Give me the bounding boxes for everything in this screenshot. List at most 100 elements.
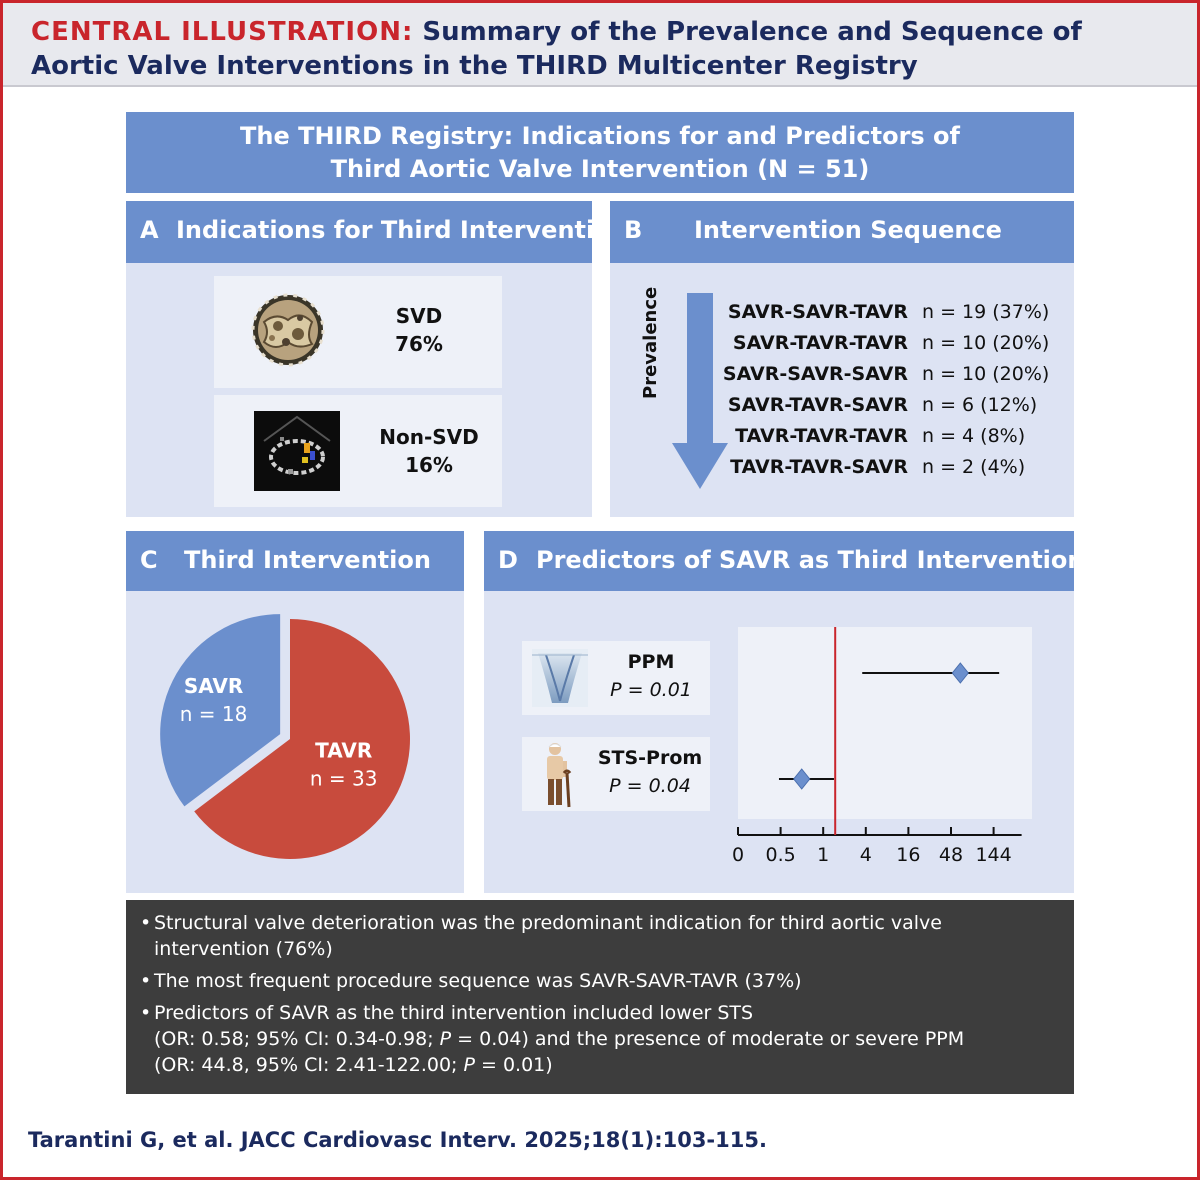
sequence-count: n = 10 (20%) — [922, 332, 1050, 354]
finding-3-line1: Predictors of SAVR as the third interven… — [154, 1002, 754, 1024]
forest-plot-area — [738, 627, 1032, 819]
predictor-card-ppm: PPM P = 0.01 — [522, 641, 710, 715]
panel-a-header: A Indications for Third Intervention — [126, 201, 628, 263]
panel-c-title: Third Intervention — [184, 546, 431, 574]
third-intervention-pie-chart: SAVR n = 18 TAVR n = 33 — [160, 614, 410, 859]
forest-tick-label: 48 — [939, 844, 963, 866]
finding-1-line1: Structural valve deterioration was the p… — [154, 912, 942, 934]
forest-tick-label: 1 — [817, 844, 829, 866]
finding-bullet-1: Structural valve deterioration was the p… — [140, 910, 1060, 962]
pie-label-savr: SAVR — [184, 674, 243, 698]
header-title-line1: CENTRAL ILLUSTRATION: Summary of the Pre… — [31, 15, 1197, 49]
predictor-card-sts-prom: STS-Prom P = 0.04 — [522, 737, 710, 811]
panel-b: B Intervention Sequence Prevalence SAVR-… — [610, 201, 1074, 517]
sequence-count: n = 10 (20%) — [922, 363, 1050, 385]
prosthetic-valve-icon — [251, 293, 325, 367]
sequence-name: SAVR-TAVR-SAVR — [727, 394, 908, 416]
forest-point-0 — [951, 662, 969, 684]
non-svd-text: Non-SVD 16% — [364, 423, 494, 479]
sequence-count: n = 2 (4%) — [922, 456, 1026, 478]
forest-point-1 — [793, 768, 811, 790]
forest-tick-label: 0 — [732, 844, 744, 866]
panel-d-letter: D — [498, 546, 518, 574]
ppm-label: PPM — [627, 651, 675, 673]
pie-count-savr: n = 18 — [180, 702, 248, 726]
sequence-count: n = 6 (12%) — [922, 394, 1038, 416]
prevalence-arrow-icon — [672, 293, 728, 489]
forest-tick-label: 16 — [896, 844, 920, 866]
finding-bullet-2: The most frequent procedure sequence was… — [140, 968, 1060, 994]
sts-prom-p-value: P = 0.04 — [609, 775, 691, 797]
panel-a: A Indications for Third Intervention SVD… — [126, 201, 628, 517]
pie-count-tavr: n = 33 — [310, 767, 378, 791]
finding-3-line3: (OR: 44.8, 95% CI: 2.41-122.00; P = 0.01… — [154, 1052, 1060, 1078]
panel-c-header: C Third Intervention — [126, 531, 464, 591]
panel-d: D Predictors of SAVR as Third Interventi… — [484, 531, 1084, 893]
sequence-row: SAVR-TAVR-TAVR n = 10 (20%) — [708, 332, 1068, 362]
non-svd-label: Non-SVD — [379, 425, 479, 449]
finding-3-line2-p: P — [439, 1028, 452, 1050]
sequence-name: SAVR-TAVR-TAVR — [732, 332, 908, 354]
finding-1-line2: intervention (76%) — [154, 938, 333, 960]
panel-d-title: Predictors of SAVR as Third Intervention — [536, 546, 1085, 574]
sequence-row: SAVR-SAVR-SAVR n = 10 (20%) — [708, 363, 1068, 393]
panel-b-header: B Intervention Sequence — [610, 201, 1074, 263]
forest-tick-label: 144 — [975, 844, 1011, 866]
pie-slice-savr — [160, 614, 281, 807]
banner-line2: Third Aortic Valve Intervention (N = 51) — [330, 155, 870, 183]
finding-3-line3-a: (OR: 44.8, 95% CI: 2.41-122.00; — [154, 1054, 464, 1076]
forest-tick-label: 4 — [860, 844, 872, 866]
header: CENTRAL ILLUSTRATION: Summary of the Pre… — [3, 3, 1197, 87]
sequence-count: n = 19 (37%) — [922, 301, 1050, 323]
doppler-flow-icon — [532, 649, 588, 707]
panel-c-letter: C — [140, 546, 158, 574]
sequence-name: TAVR-TAVR-SAVR — [730, 456, 908, 478]
sequence-name: SAVR-SAVR-SAVR — [722, 363, 908, 385]
sequence-row: SAVR-SAVR-TAVR n = 19 (37%) — [708, 301, 1068, 331]
panel-d-header: D Predictors of SAVR as Third Interventi… — [484, 531, 1084, 591]
panel-b-letter: B — [624, 216, 643, 244]
svd-value: 76% — [395, 332, 443, 356]
header-label: CENTRAL ILLUSTRATION: — [31, 17, 414, 47]
finding-2-text: The most frequent procedure sequence was… — [154, 970, 802, 992]
forest-plot: 0 0.5 1 4 16 48 144 — [732, 627, 1032, 866]
citation: Tarantini G, et al. JACC Cardiovasc Inte… — [28, 1128, 767, 1152]
finding-3-line2-b: = 0.04) and the presence of moderate or … — [451, 1028, 965, 1050]
ppm-text: PPM P = 0.01 — [596, 648, 706, 704]
header-title-line2: Aortic Valve Interventions in the THIRD … — [31, 51, 918, 81]
finding-3-line3-b: = 0.01) — [474, 1054, 553, 1076]
sts-prom-label: STS-Prom — [597, 747, 703, 769]
indication-card-svd: SVD 76% — [214, 276, 502, 388]
non-svd-value: 16% — [405, 453, 453, 477]
registry-banner: The THIRD Registry: Indications for and … — [126, 112, 1074, 193]
finding-3-line2-a: (OR: 0.58; 95% CI: 0.34-0.98; — [154, 1028, 440, 1050]
panel-a-title: Indications for Third Intervention — [176, 216, 628, 244]
sequence-row: TAVR-TAVR-TAVR n = 4 (8%) — [708, 425, 1068, 455]
pie-slice-tavr — [194, 619, 410, 859]
echocardiogram-icon — [254, 411, 340, 491]
header-title-part1: Summary of the Prevalence and Sequence o… — [422, 17, 1082, 47]
ppm-p-value: P = 0.01 — [610, 679, 692, 701]
panel-a-letter: A — [140, 216, 159, 244]
sequence-row: TAVR-TAVR-SAVR n = 2 (4%) — [708, 456, 1068, 486]
svd-label: SVD — [395, 304, 443, 328]
sequence-row: SAVR-TAVR-SAVR n = 6 (12%) — [708, 394, 1068, 424]
sts-prom-text: STS-Prom P = 0.04 — [592, 744, 708, 800]
sequence-name: SAVR-SAVR-TAVR — [727, 301, 908, 323]
svd-text: SVD 76% — [364, 302, 474, 358]
sequence-list: SAVR-SAVR-TAVR n = 19 (37%) SAVR-TAVR-TAVR… — [708, 301, 1068, 501]
prevalence-label: Prevalence — [640, 286, 661, 399]
indication-card-non-svd: Non-SVD 16% — [214, 395, 502, 507]
finding-3-line2: (OR: 0.58; 95% CI: 0.34-0.98; P = 0.04) … — [154, 1026, 1060, 1052]
pie-label-tavr: TAVR — [315, 739, 372, 763]
forest-tick-label: 0.5 — [765, 844, 795, 866]
banner-line1: The THIRD Registry: Indications for and … — [240, 122, 960, 150]
key-findings-box: Structural valve deterioration was the p… — [126, 900, 1074, 1094]
finding-3-line3-p: P — [463, 1054, 475, 1076]
panel-c: C Third Intervention SAVR n = 18 TAVR n = 3… — [126, 531, 464, 893]
sequence-name: TAVR-TAVR-TAVR — [735, 425, 908, 447]
sequence-count: n = 4 (8%) — [922, 425, 1026, 447]
finding-bullet-3: Predictors of SAVR as the third interven… — [140, 1000, 1060, 1078]
elderly-person-icon — [547, 743, 572, 808]
